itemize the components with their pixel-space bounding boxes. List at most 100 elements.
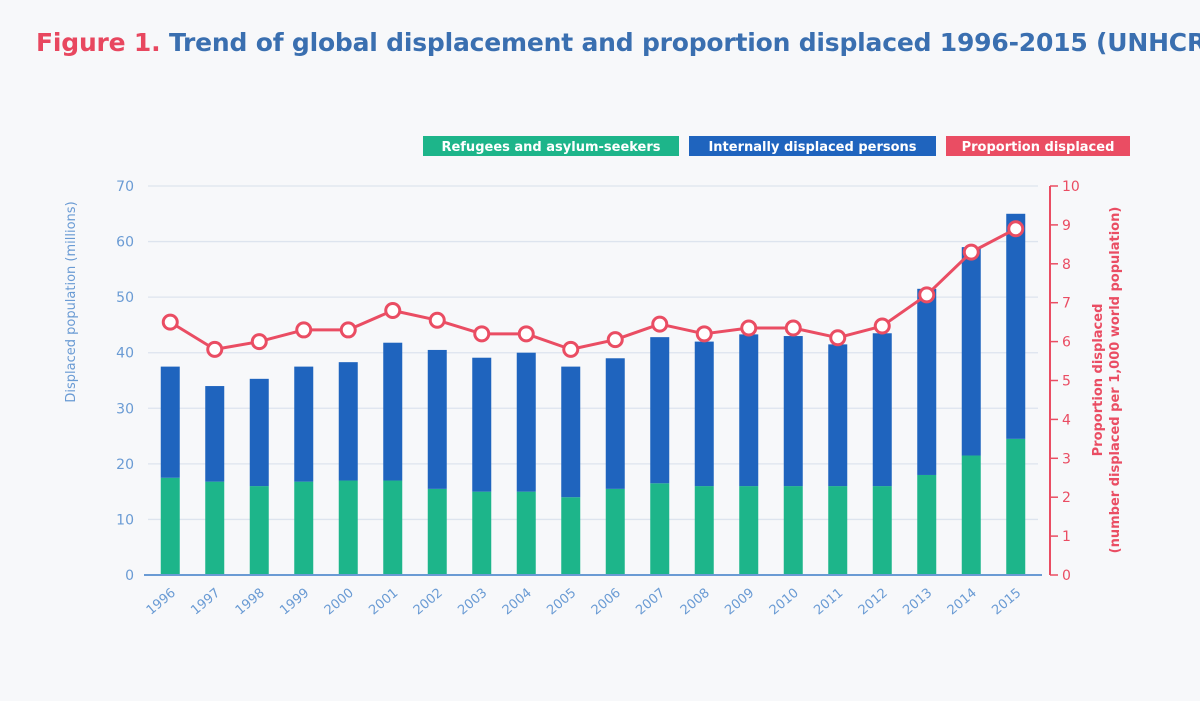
y2-tick-label: 5 (1062, 374, 1071, 390)
x-tick-label: 1997 (188, 586, 223, 619)
x-tick-label: 2000 (322, 586, 357, 619)
proportion-point (695, 325, 713, 343)
y-tick-label: 0 (125, 568, 134, 584)
legend-swatch (946, 136, 1130, 156)
y-tick-label: 50 (116, 290, 134, 306)
y-tick-label: 70 (116, 179, 134, 195)
proportion-point (918, 286, 936, 304)
bar-idp (383, 342, 403, 481)
bar-idp (294, 366, 314, 482)
x-tick-label: 1999 (277, 586, 312, 619)
y-tick-label: 30 (116, 401, 134, 417)
bar-refugees (160, 477, 180, 575)
bar-refugees (961, 455, 981, 575)
gridlines (148, 185, 1038, 521)
proportion-point (784, 319, 802, 337)
y2-tick-label: 2 (1062, 490, 1071, 506)
legend-swatch (689, 136, 936, 156)
x-tick-label: 2003 (455, 586, 490, 619)
y-axis-label: Displaced population (millions) (64, 201, 79, 402)
bar-refugees (694, 486, 714, 575)
proportion-point (384, 301, 402, 319)
x-tick-label: 2006 (589, 586, 624, 619)
x-tick-label: 1998 (233, 586, 268, 619)
bar-refugees (605, 488, 625, 575)
x-tick-label: 2010 (767, 586, 802, 619)
proportion-point (606, 331, 624, 349)
bar-idp (650, 337, 670, 484)
proportion-point (651, 315, 669, 333)
bar-idp (961, 247, 981, 456)
proportion-point (295, 321, 313, 339)
x-tick-label: 2005 (544, 586, 579, 619)
bar-refugees (828, 486, 848, 575)
bar-idp (605, 358, 625, 489)
axes (144, 185, 1058, 576)
y2-tick-label: 1 (1062, 529, 1071, 545)
bar-refugees (338, 480, 358, 575)
proportion-point (1007, 220, 1025, 238)
y2-tick-label: 3 (1062, 451, 1071, 467)
proportion-point (873, 317, 891, 335)
y2-tick-label: 0 (1062, 568, 1071, 584)
bar-idp (917, 288, 937, 475)
y2-axis-label-line2: (number displaced per 1,000 world popula… (1108, 207, 1123, 554)
x-tick-label: 2012 (856, 586, 891, 619)
y2-tick-label: 6 (1062, 335, 1071, 351)
bar-refugees (294, 481, 314, 575)
x-tick-label: 2001 (366, 586, 401, 619)
bar-refugees (472, 491, 492, 575)
x-tick-label: 2009 (722, 586, 757, 619)
proportion-point (206, 340, 224, 358)
y2-tick-label: 10 (1062, 179, 1080, 195)
x-tick-label: 2015 (989, 586, 1024, 619)
bar-idp (205, 386, 225, 482)
legend-label: Internally displaced persons (708, 140, 916, 155)
bar-refugees (739, 486, 759, 575)
proportion-point (962, 243, 980, 261)
bar-refugees (650, 483, 670, 575)
y2-tick-label: 7 (1062, 296, 1071, 312)
bar-idp (872, 333, 892, 487)
bar-idp (516, 352, 536, 492)
bar-idp (828, 344, 848, 487)
x-tick-label: 2007 (633, 586, 668, 619)
bar-idp (561, 366, 581, 498)
proportion-point (250, 333, 268, 351)
legend: Refugees and asylum-seekers Internally di… (423, 136, 1130, 156)
bar-idp (160, 366, 180, 478)
proportion-line (161, 220, 1025, 358)
y2-axis-label-line1: Proportion displaced (1091, 304, 1106, 457)
bar-refugees (205, 481, 225, 575)
y-tick-label: 10 (116, 512, 134, 528)
legend-swatch (423, 136, 679, 156)
bar-idp (338, 362, 358, 481)
bar-idp (427, 349, 447, 489)
bar-idp (739, 334, 759, 487)
bar-refugees (872, 486, 892, 575)
bar-refugees (383, 480, 403, 575)
y2-tick-label: 8 (1062, 257, 1071, 273)
y2-tick-label: 4 (1062, 412, 1071, 428)
proportion-point (562, 340, 580, 358)
x-tick-label: 2014 (945, 586, 980, 619)
y-tick-label: 40 (116, 346, 134, 362)
figure-title-text: Trend of global displacement and proport… (168, 28, 1200, 57)
x-tick-label: 1996 (144, 586, 179, 619)
bars (160, 213, 1026, 575)
x-tick-label: 2013 (900, 586, 935, 619)
bar-refugees (917, 474, 937, 575)
proportion-point (339, 321, 357, 339)
bar-idp (783, 336, 803, 487)
y-tick-label: 20 (116, 457, 134, 473)
bar-idp (472, 357, 492, 492)
bar-refugees (249, 486, 269, 575)
y2-tick-label: 9 (1062, 218, 1071, 234)
proportion-point (740, 319, 758, 337)
bar-refugees (561, 497, 581, 575)
proportion-point (428, 311, 446, 329)
bar-refugees (516, 491, 536, 575)
x-tick-label: 2011 (811, 586, 846, 619)
